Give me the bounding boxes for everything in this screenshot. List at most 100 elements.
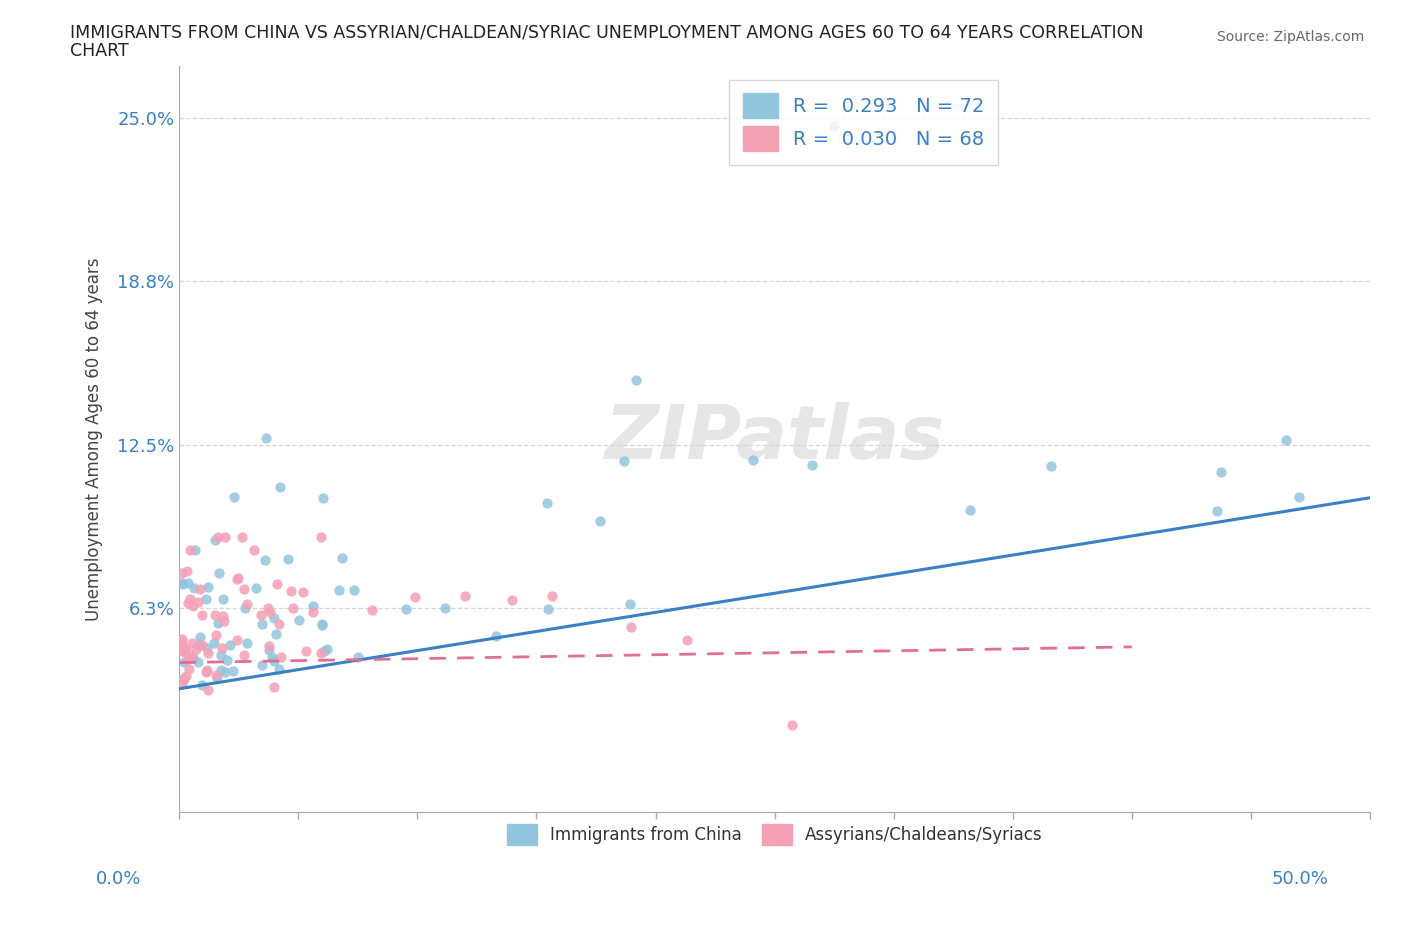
Point <box>1205 503 1227 518</box>
Point <box>188 581 211 596</box>
Legend: Immigrants from China, Assyrians/Chaldeans/Syriacs: Immigrants from China, Assyrians/Chaldea… <box>501 817 1049 852</box>
Point <box>181 598 204 613</box>
Point <box>1211 464 1233 479</box>
Point <box>226 571 249 586</box>
Point <box>202 635 225 650</box>
Point <box>260 649 283 664</box>
Y-axis label: Unemployment Among Ages 60 to 64 years: Unemployment Among Ages 60 to 64 years <box>86 258 103 620</box>
Point <box>309 529 332 544</box>
Point <box>194 665 217 680</box>
Point <box>204 533 226 548</box>
Point <box>184 542 207 557</box>
Point <box>311 617 333 631</box>
Text: 0.0%: 0.0% <box>96 870 141 888</box>
Point <box>191 638 214 653</box>
Point <box>225 632 247 647</box>
Point <box>170 576 193 591</box>
Point <box>174 669 197 684</box>
Point <box>233 582 256 597</box>
Point <box>173 671 195 686</box>
Point <box>1274 432 1296 447</box>
Point <box>269 617 291 631</box>
Point <box>181 635 204 650</box>
Point <box>170 565 193 580</box>
Point <box>172 671 194 686</box>
Point <box>676 632 699 647</box>
Point <box>195 663 218 678</box>
Point <box>312 490 335 505</box>
Point <box>187 595 209 610</box>
Point <box>211 641 233 656</box>
Point <box>259 643 281 658</box>
Point <box>195 591 218 606</box>
Point <box>172 577 194 591</box>
Point <box>219 638 242 653</box>
Point <box>190 677 212 692</box>
Point <box>174 641 197 656</box>
Text: Source: ZipAtlas.com: Source: ZipAtlas.com <box>1216 30 1364 44</box>
Point <box>180 648 202 663</box>
Point <box>263 680 285 695</box>
Point <box>485 629 508 644</box>
Point <box>209 663 232 678</box>
Point <box>302 605 325 620</box>
Point <box>301 599 323 614</box>
Point <box>346 650 368 665</box>
Point <box>404 590 426 604</box>
Point <box>269 479 291 494</box>
Point <box>190 607 212 622</box>
Point <box>250 658 273 672</box>
Point <box>205 671 228 685</box>
Point <box>177 576 200 591</box>
Point <box>256 431 278 445</box>
Point <box>174 644 197 659</box>
Point <box>540 589 562 604</box>
Point <box>311 618 333 632</box>
Point <box>267 661 290 676</box>
Point <box>1288 490 1310 505</box>
Point <box>188 630 211 644</box>
Point <box>222 489 245 504</box>
Point <box>259 604 281 619</box>
Point <box>225 571 247 586</box>
Point <box>173 641 195 656</box>
Point <box>537 601 560 616</box>
Point <box>183 580 205 595</box>
Point <box>207 529 229 544</box>
Point <box>263 654 285 669</box>
Point <box>959 502 981 517</box>
Point <box>179 543 201 558</box>
Point <box>277 551 299 566</box>
Point <box>256 600 278 615</box>
Point <box>212 591 235 606</box>
Point <box>231 529 253 544</box>
Point <box>780 718 803 733</box>
Point <box>173 655 195 670</box>
Point <box>266 576 288 591</box>
Point <box>328 582 350 597</box>
Point <box>208 565 231 580</box>
Point <box>613 453 636 468</box>
Point <box>181 650 204 665</box>
Point <box>214 529 236 544</box>
Point <box>236 635 259 650</box>
Point <box>172 635 194 650</box>
Point <box>257 639 280 654</box>
Point <box>536 495 558 510</box>
Point <box>197 683 219 698</box>
Point <box>330 551 353 565</box>
Point <box>197 579 219 594</box>
Point <box>207 616 229 631</box>
Point <box>242 543 264 558</box>
Point <box>250 617 273 631</box>
Point <box>212 608 235 623</box>
Point <box>619 597 641 612</box>
Point <box>195 641 218 656</box>
Point <box>395 602 418 617</box>
Point <box>315 641 337 656</box>
Text: CHART: CHART <box>70 42 129 60</box>
Point <box>823 119 845 134</box>
Point <box>253 552 276 567</box>
Point <box>232 647 254 662</box>
Point <box>291 585 314 600</box>
